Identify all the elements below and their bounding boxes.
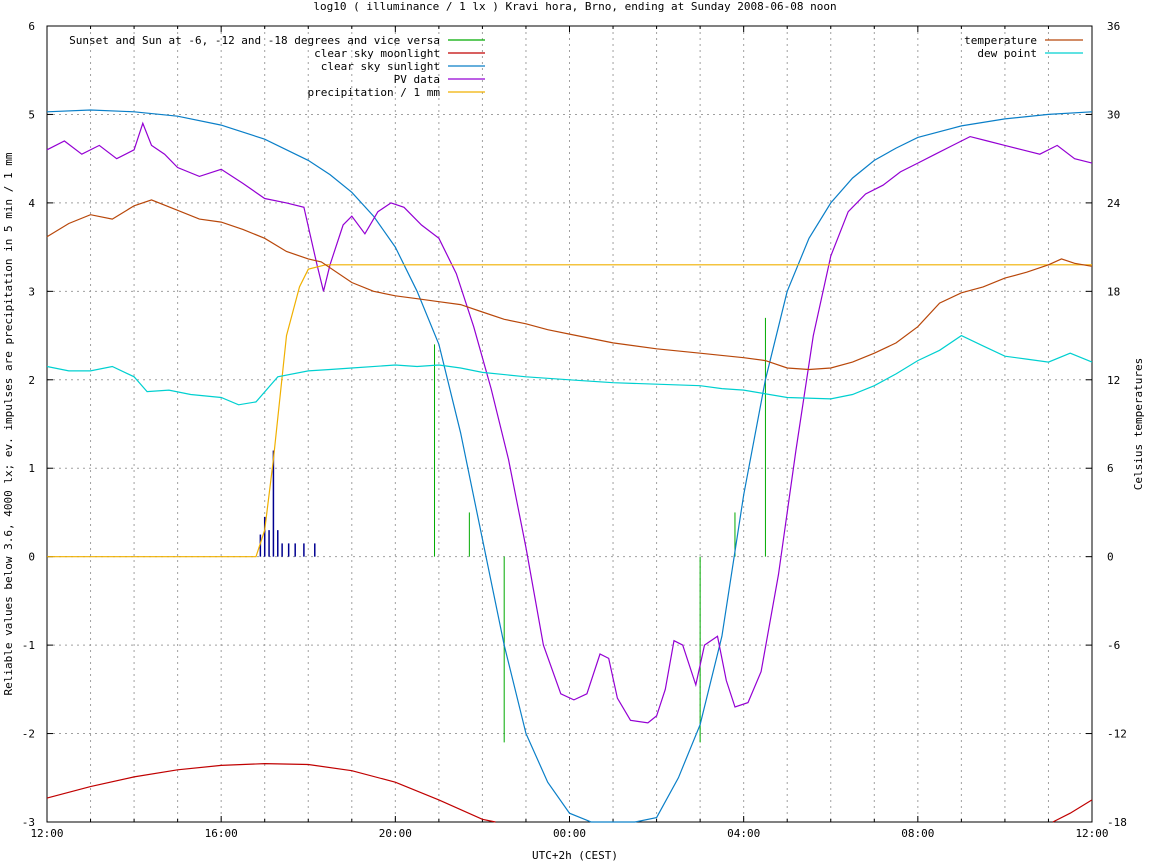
- axis-ticks: 12:00 16:00 20:00 00:00 04:00 08:00 12:00-3-2-…: [22, 20, 1127, 840]
- series-line-sunlight: [46, 109, 1093, 823]
- legend-label-temperature: temperature: [964, 34, 1037, 47]
- x-tick-label: 20:00: [379, 827, 412, 840]
- legend-label-pv: PV data: [394, 73, 440, 86]
- y-left-tick-label: -1: [22, 639, 35, 652]
- legend-label-moonlight: clear sky moonlight: [314, 47, 440, 60]
- x-axis-label: UTC+2h (CEST): [532, 849, 618, 862]
- x-tick-label: 16:00: [205, 827, 238, 840]
- x-tick-label: 08:00: [901, 827, 934, 840]
- legend-label-sunlight: clear sky sunlight: [321, 60, 440, 73]
- series-line-moonlight: [1052, 799, 1093, 823]
- data-series: [46, 109, 1093, 823]
- y-left-tick-label: -2: [22, 728, 35, 741]
- y-left-tick-label: 4: [28, 197, 35, 210]
- x-tick-label: 12:00: [30, 827, 63, 840]
- y-left-tick-label: 2: [28, 374, 35, 387]
- legend-label-dewpoint: dew point: [977, 47, 1037, 60]
- y-axis-right-label: Celsius temperatures: [1132, 358, 1145, 490]
- y-right-tick-label: -12: [1107, 728, 1127, 741]
- x-tick-label: 04:00: [727, 827, 760, 840]
- x-tick-label: 12:00: [1075, 827, 1108, 840]
- legend-label-precip: precipitation / 1 mm: [308, 86, 441, 99]
- legend: Sunset and Sun at -6, -12 and -18 degree…: [69, 34, 1083, 99]
- y-left-tick-label: 0: [28, 551, 35, 564]
- series-line-temperature: [46, 199, 1093, 371]
- y-left-tick-label: 6: [28, 20, 35, 33]
- y-right-tick-label: -18: [1107, 816, 1127, 829]
- y-right-tick-label: 24: [1107, 197, 1121, 210]
- y-right-tick-label: 30: [1107, 108, 1120, 121]
- y-right-tick-label: 12: [1107, 374, 1120, 387]
- y-right-tick-label: 36: [1107, 20, 1120, 33]
- y-right-tick-label: 0: [1107, 551, 1114, 564]
- grid-lines: [47, 26, 1092, 822]
- series-line-pv: [46, 121, 1093, 724]
- y-left-tick-label: 5: [28, 108, 35, 121]
- y-right-tick-label: 18: [1107, 285, 1120, 298]
- y-left-tick-label: 3: [28, 285, 35, 298]
- series-line-dewpoint: [46, 334, 1093, 406]
- y-left-tick-label: 1: [28, 462, 35, 475]
- legend-label-twilight: Sunset and Sun at -6, -12 and -18 degree…: [69, 34, 440, 47]
- series-line-moonlight: [46, 762, 496, 823]
- y-right-tick-label: 6: [1107, 462, 1114, 475]
- y-right-tick-label: -6: [1107, 639, 1120, 652]
- y-left-tick-label: -3: [22, 816, 35, 829]
- chart-title: log10 ( illuminance / 1 lx ) Kravi hora,…: [313, 0, 836, 13]
- x-tick-label: 00:00: [553, 827, 586, 840]
- y-axis-left-label: Reliable values below 3.6, 4000 lx; ev. …: [2, 152, 15, 695]
- series-line-precip: [47, 264, 1092, 558]
